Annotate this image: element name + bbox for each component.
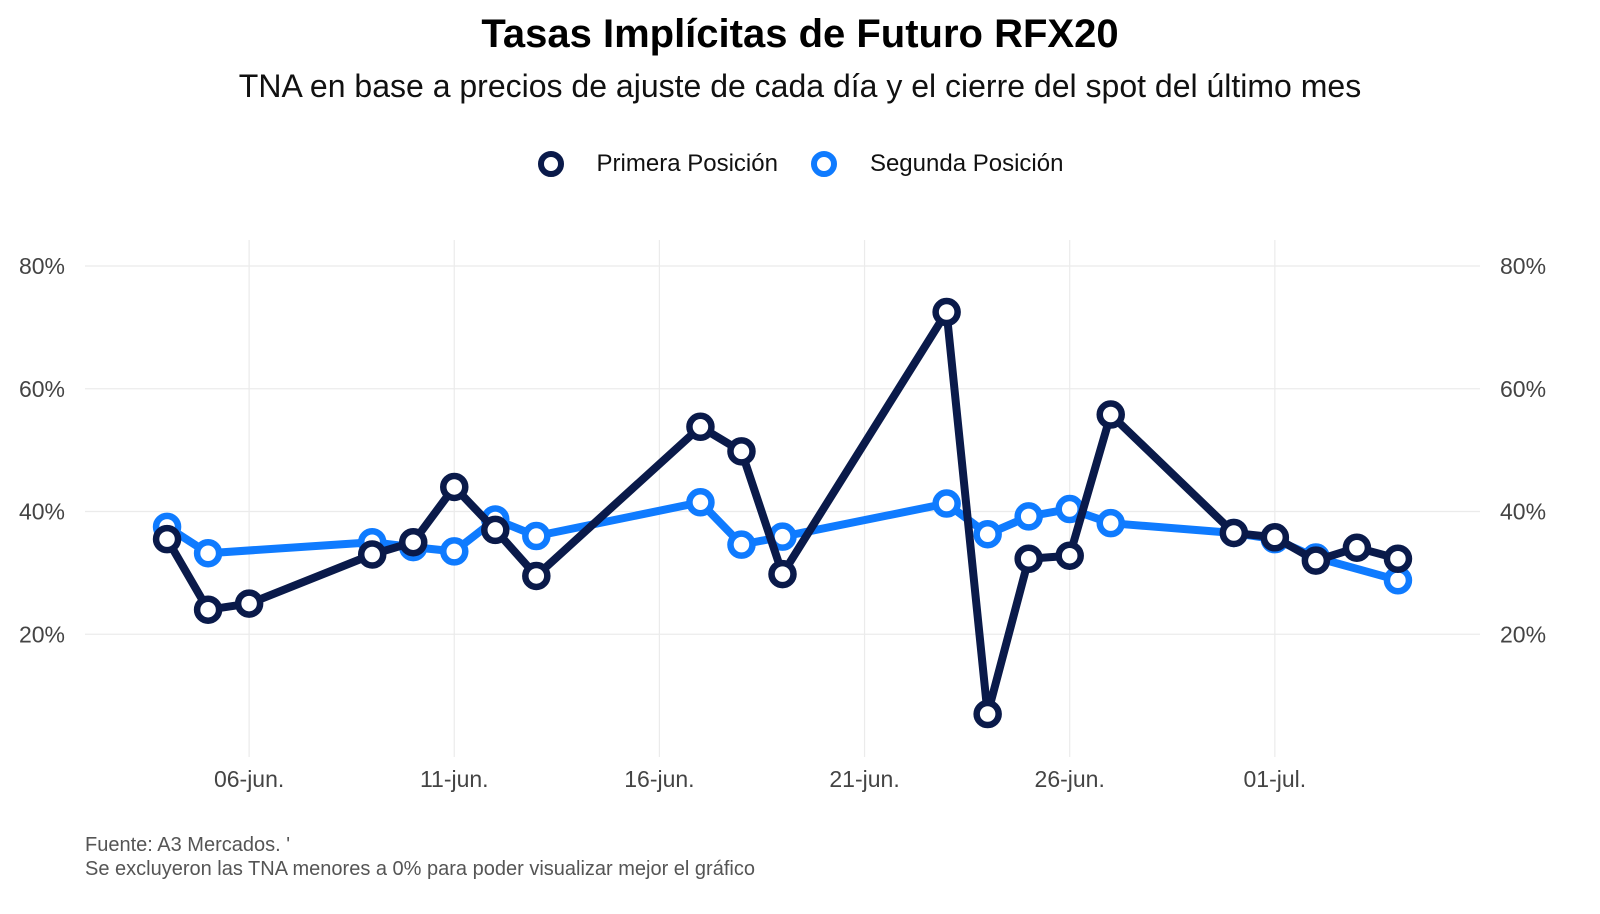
- x-tick-label: 01-jul.: [1244, 766, 1307, 792]
- legend-marker-primera: [537, 151, 564, 177]
- data-point-segunda: [522, 521, 551, 551]
- legend-marker-segunda: [810, 151, 837, 177]
- legend-label-segunda: Segunda Posición: [869, 150, 1064, 177]
- data-point-primera: [1301, 546, 1331, 575]
- data-point-primera: [768, 559, 797, 589]
- data-point-primera: [440, 472, 469, 502]
- data-point-primera: [481, 515, 510, 545]
- data-point-primera: [234, 589, 264, 618]
- data-point-primera: [398, 527, 428, 557]
- data-point-segunda: [932, 489, 961, 518]
- x-tick-label: 11-jun.: [420, 766, 489, 792]
- chart-title: Tasas Implícitas de Futuro RFX20: [481, 12, 1119, 56]
- data-point-segunda: [686, 488, 715, 517]
- caption-note: Se excluyeron las TNA menores a 0% para …: [85, 858, 755, 880]
- data-point-primera: [1342, 533, 1372, 562]
- legend-marker-circle-segunda: [810, 151, 837, 177]
- data-point-primera: [357, 540, 387, 569]
- y-tick-label-left: 80%: [19, 253, 65, 279]
- data-point-primera: [1014, 544, 1043, 574]
- data-point-segunda: [1096, 508, 1125, 538]
- legend-item-segunda: Segunda Posición: [810, 150, 1063, 178]
- legend-marker-circle-primera: [537, 151, 564, 177]
- y-tick-label-right: 80%: [1500, 253, 1546, 279]
- y-tick-label-left: 60%: [19, 376, 65, 402]
- x-tick-label: 21-jun.: [829, 766, 899, 792]
- data-point-primera: [932, 297, 961, 327]
- data-point-primera: [193, 595, 223, 624]
- data-point-segunda: [973, 519, 1002, 549]
- y-tick-label-right: 40%: [1500, 499, 1546, 525]
- axis-ticks: 20% 20% 40% 40% 60% 60% 80% 80% 06-jun. 11-jun. 16…: [19, 253, 1546, 792]
- data-point-segunda: [193, 538, 223, 568]
- series-line-primera: [163, 308, 1402, 718]
- data-point-primera: [1219, 518, 1249, 548]
- data-point-primera: [686, 412, 715, 442]
- x-tick-label: 06-jun.: [214, 766, 284, 792]
- data-point-segunda: [1014, 502, 1043, 531]
- data-point-primera: [152, 524, 182, 554]
- series-layer: [152, 297, 1413, 729]
- caption-source: Fuente: A3 Mercados. ': [85, 834, 291, 856]
- data-point-segunda: [440, 537, 469, 566]
- grid-lines: [85, 240, 1480, 757]
- chart-legend: Primera Posición Segunda Posición: [0, 150, 1600, 178]
- chart-subtitle: TNA en base a precios de ajuste de cada …: [238, 68, 1362, 104]
- x-tick-label: 26-jun.: [1035, 766, 1105, 792]
- data-point-primera: [1383, 544, 1413, 574]
- y-tick-label-right: 20%: [1500, 621, 1546, 647]
- y-tick-label-left: 20%: [19, 621, 65, 647]
- data-point-segunda: [727, 530, 756, 559]
- data-point-primera: [1096, 400, 1125, 429]
- y-tick-label-right: 60%: [1500, 376, 1546, 402]
- data-point-primera: [1055, 541, 1084, 570]
- data-point-primera: [727, 437, 756, 466]
- legend-label-primera: Primera Posición: [596, 150, 778, 177]
- data-point-primera: [973, 699, 1002, 729]
- x-tick-label: 16-jun.: [624, 766, 694, 792]
- data-point-primera: [522, 561, 551, 591]
- legend-item-primera: Primera Posición: [537, 150, 778, 178]
- y-tick-label-left: 40%: [19, 499, 65, 525]
- data-point-primera: [1260, 523, 1290, 552]
